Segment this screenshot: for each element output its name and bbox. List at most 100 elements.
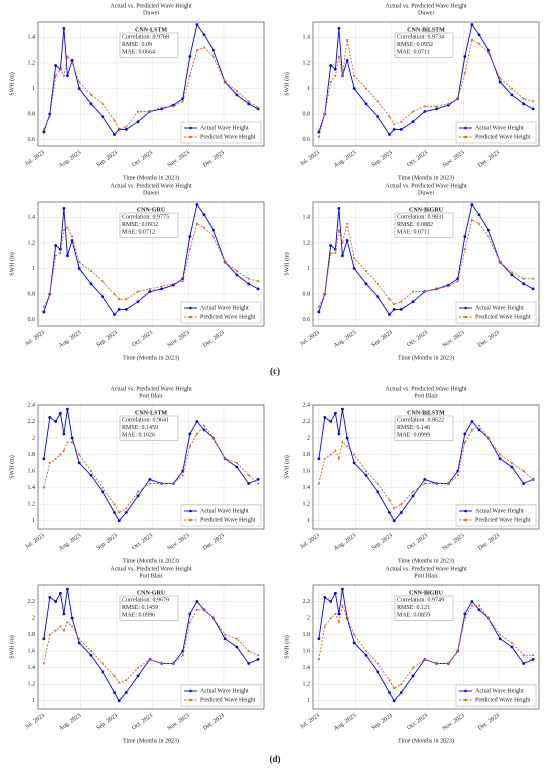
data-point [364, 102, 368, 106]
y-axis-label: SWH (m) [8, 72, 15, 96]
model-label: CNN-BiGRU [409, 590, 444, 596]
data-point [346, 38, 349, 41]
stats-text: Correlation: 0.9679 [122, 597, 169, 603]
x-tick-label: Dec. 2023 [202, 713, 226, 732]
y-tick-label: 2 [307, 435, 310, 441]
y-tick-label: 1.2 [303, 682, 311, 688]
data-point [345, 238, 349, 242]
x-tick-label: Aug. 2023 [333, 533, 357, 552]
y-tick-label: 0.6 [303, 317, 311, 323]
panel-label: (c) [270, 366, 280, 376]
data-point [101, 102, 104, 105]
y-tick-label: 1.6 [303, 649, 311, 655]
y-tick-label: 2.4 [28, 402, 36, 408]
data-point [247, 282, 251, 286]
data-point [329, 64, 333, 67]
data-point [42, 662, 45, 665]
data-point [477, 608, 481, 612]
y-tick-label: 2.2 [28, 599, 36, 605]
data-point [522, 470, 525, 473]
data-point [62, 432, 66, 436]
y-axis-label: SWH (m) [283, 635, 290, 659]
data-point [247, 650, 250, 653]
legend-marker [189, 135, 192, 139]
data-point [70, 436, 74, 440]
x-axis-label: Time (Months in 2023) [398, 174, 454, 181]
data-point [376, 282, 379, 285]
chart-subtitle: Duwei [418, 10, 434, 16]
data-point [317, 457, 321, 461]
data-point [148, 658, 151, 661]
data-point [54, 600, 58, 603]
data-point [66, 621, 69, 624]
series-line [318, 425, 534, 509]
data-point [181, 280, 184, 283]
data-point [399, 127, 403, 131]
data-point [337, 457, 340, 460]
stats-box [394, 32, 454, 58]
data-point [393, 687, 396, 690]
data-point [323, 416, 327, 419]
series-line [318, 604, 534, 689]
stats-text: RMSE: 0.121 [397, 605, 430, 611]
model-label: CNN-LSTM [135, 410, 167, 416]
data-point [317, 136, 320, 139]
data-point [510, 465, 514, 469]
chart-subtitle: Port Blair [139, 573, 163, 579]
data-point [118, 511, 121, 514]
y-tick-label: 0.8 [28, 291, 36, 297]
data-point [470, 428, 473, 431]
stats-text: RMSE: 0.0952 [397, 42, 433, 48]
stats-text: Correlation: 0.9775 [122, 214, 169, 220]
data-point [317, 637, 321, 641]
y-axis-label: SWH (m) [8, 455, 15, 479]
data-point [247, 662, 251, 665]
data-point [447, 102, 450, 105]
legend-marker [189, 518, 192, 522]
stats-text: MAE: 0.0996 [122, 612, 155, 618]
series-line [43, 424, 259, 514]
data-point [341, 604, 344, 607]
x-tick-label: Jul. 2023 [299, 330, 320, 348]
model-label: CNN-BiLSTM [407, 27, 445, 33]
plot-frame [312, 584, 540, 710]
data-point [89, 270, 92, 273]
stats-box [394, 212, 454, 238]
y-tick-label: 0.6 [28, 137, 36, 143]
data-point [247, 102, 251, 106]
legend-marker [464, 315, 467, 319]
data-point [498, 637, 502, 641]
data-point [256, 658, 260, 661]
data-point [137, 290, 140, 293]
model-label: CNN-GRU [137, 590, 166, 596]
x-tick-label: Oct. 2023 [131, 533, 154, 551]
data-point [148, 110, 151, 113]
data-point [235, 637, 238, 640]
data-point [423, 482, 426, 485]
data-point [400, 683, 403, 686]
data-point [456, 650, 459, 653]
y-tick-label: 1.4 [303, 35, 311, 41]
data-point [66, 74, 69, 78]
data-point [195, 23, 199, 26]
chart-subtitle: Port Blair [414, 393, 438, 399]
legend-marker [464, 126, 467, 130]
data-point [54, 64, 58, 67]
data-point [124, 307, 128, 311]
data-point [188, 74, 191, 77]
data-point [337, 26, 341, 30]
data-point [235, 273, 239, 277]
x-tick-label: Nov. 2023 [167, 330, 191, 349]
data-point [42, 486, 45, 489]
y-tick-label: 2.2 [28, 419, 36, 425]
data-point [77, 267, 81, 270]
data-point [388, 313, 391, 316]
data-point [58, 591, 62, 595]
data-point [188, 621, 191, 624]
legend-label: Predicted Wave Height [200, 517, 256, 523]
data-point [329, 244, 333, 247]
x-tick-label: Nov. 2023 [442, 533, 466, 552]
data-point [224, 633, 227, 636]
stats-text: Correlation: 0.9749 [397, 597, 444, 603]
data-point [195, 600, 199, 603]
